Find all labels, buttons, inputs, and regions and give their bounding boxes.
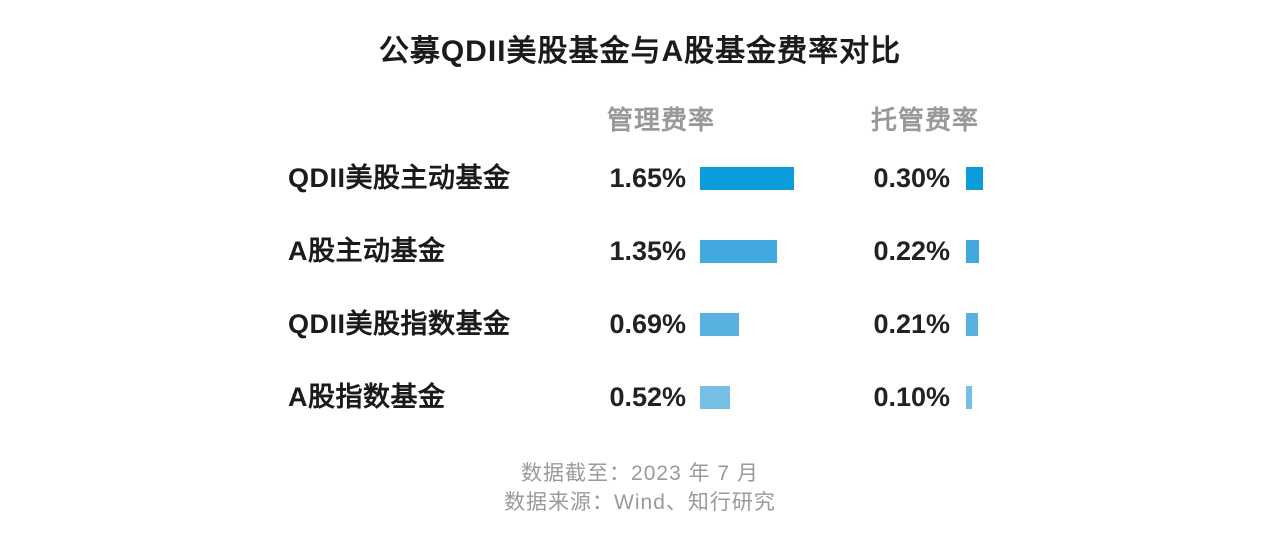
management-fee-value: 1.65%	[609, 163, 686, 193]
chart-row-ashare-index: A股指数基金 0.52% 0.10%	[0, 383, 1280, 411]
row-label: QDII美股指数基金	[288, 309, 511, 339]
custody-fee-value: 0.10%	[873, 382, 950, 412]
custody-fee-bar	[966, 313, 978, 336]
chart-title: 公募QDII美股基金与A股基金费率对比	[378, 35, 902, 68]
management-fee-value: 0.52%	[609, 382, 686, 412]
column-header-custody-fee: 托管费率	[871, 105, 980, 135]
column-header-management-fee: 管理费率	[607, 105, 716, 135]
custody-fee-value: 0.22%	[873, 236, 950, 266]
custody-fee-bar	[966, 240, 979, 263]
custody-fee-value: 0.30%	[873, 163, 950, 193]
data-source-line: 数据来源：Wind、知行研究	[504, 491, 776, 514]
custody-fee-value: 0.21%	[873, 309, 950, 339]
data-as-of-line: 数据截至：2023 年 7 月	[521, 462, 759, 485]
management-fee-bar	[700, 167, 794, 190]
management-fee-bar	[700, 313, 739, 336]
custody-fee-bar	[966, 167, 983, 190]
management-fee-bar	[700, 386, 730, 409]
custody-fee-bar	[966, 386, 972, 409]
chart-row-qdii-index: QDII美股指数基金 0.69% 0.21%	[0, 310, 1280, 338]
management-fee-value: 0.69%	[609, 309, 686, 339]
row-label: QDII美股主动基金	[288, 163, 511, 193]
row-label: A股指数基金	[288, 382, 446, 412]
management-fee-value: 1.35%	[609, 236, 686, 266]
management-fee-bar	[700, 240, 777, 263]
row-label: A股主动基金	[288, 236, 446, 266]
chart-row-ashare-active: A股主动基金 1.35% 0.22%	[0, 237, 1280, 265]
data-source-note: 数据截至：2023 年 7 月 数据来源：Wind、知行研究	[0, 459, 1280, 517]
chart-row-qdii-active: QDII美股主动基金 1.65% 0.30%	[0, 164, 1280, 192]
